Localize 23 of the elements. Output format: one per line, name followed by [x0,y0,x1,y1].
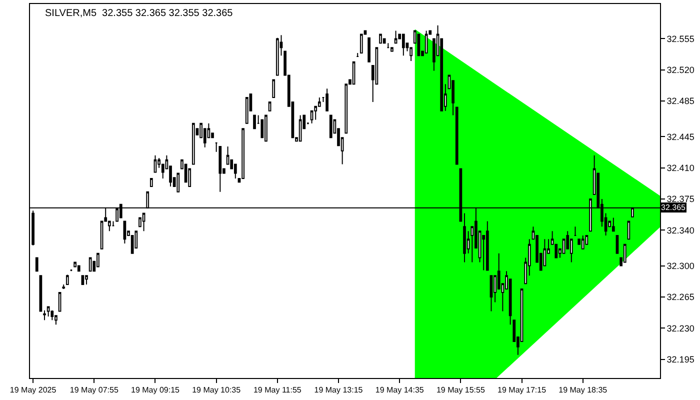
y-tick-label: 32.375 [666,194,694,204]
y-tick-label: 32.410 [666,163,694,173]
x-tick-label: 19 May 13:15 [314,386,364,395]
x-tick-label: 19 May 09:15 [131,386,180,395]
y-tick-label: 32.230 [666,323,694,334]
chart-title: SILVER,M5 32.355 32.365 32.355 32.365 [45,8,234,19]
x-tick-label: 19 May 18:35 [558,386,608,395]
x-tick-label: 19 May 10:35 [192,386,242,395]
x-tick-label: 19 May 17:15 [498,386,547,395]
y-tick-label: 32.555 [666,34,694,44]
y-tick-label: 32.340 [666,225,694,236]
y-tick-label: 32.485 [666,96,694,106]
y-tick-label: 32.300 [666,260,694,271]
x-tick-label: 19 May 2025 [10,386,57,395]
y-tick-label: 32.265 [666,292,694,302]
y-tick-label: 32.445 [666,132,694,142]
x-tick-label: 19 May 07:55 [70,386,119,395]
x-tick-label: 19 May 11:55 [253,386,302,395]
x-tick-label: 19 May 15:55 [436,386,486,395]
ref-line-label: 32.365 [661,203,686,212]
y-tick-label: 32.195 [666,354,694,364]
x-tick-label: 19 May 14:35 [375,386,424,395]
y-tick-label: 32.520 [666,65,694,76]
